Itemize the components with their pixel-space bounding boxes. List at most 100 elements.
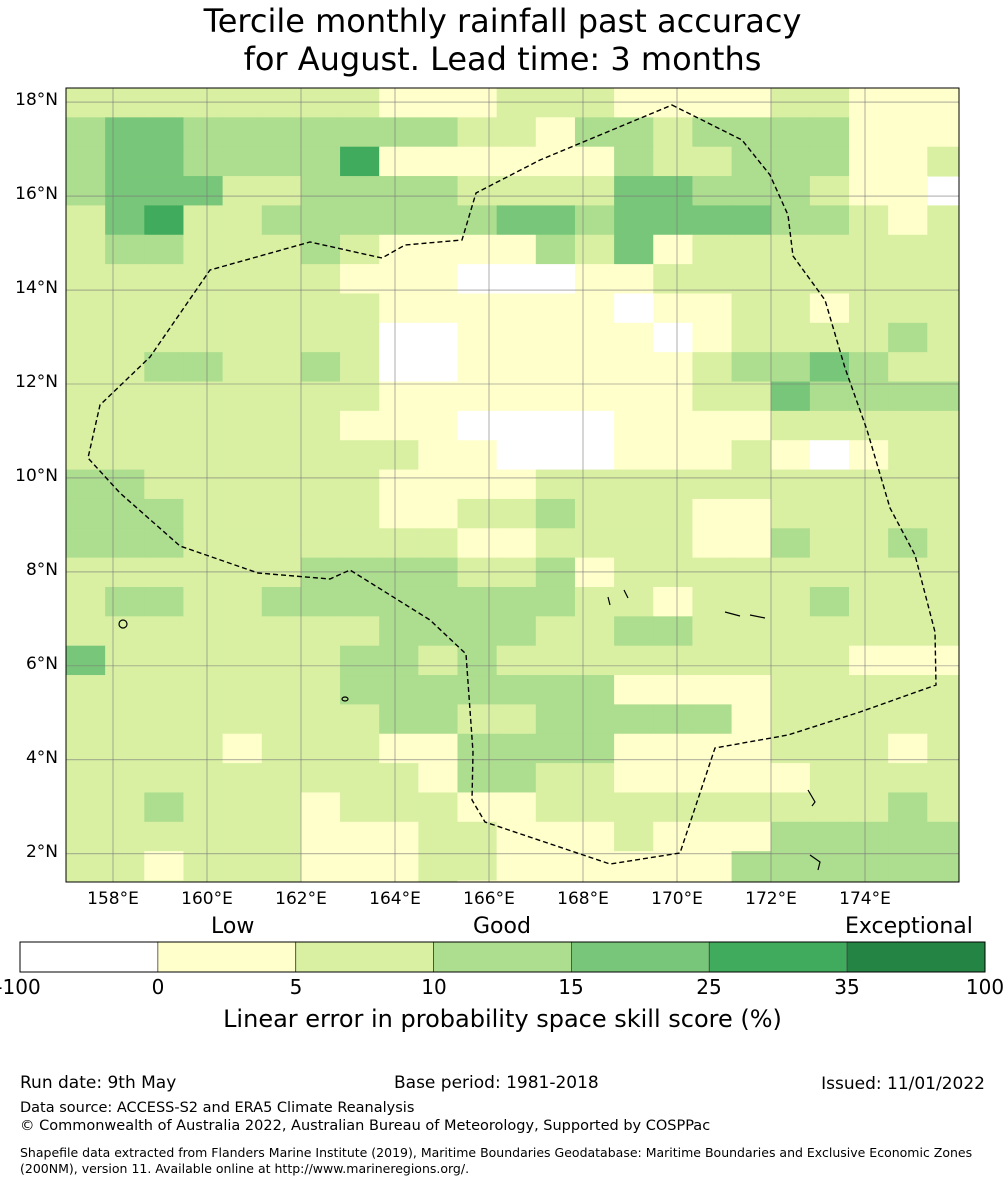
skill-cell <box>105 176 145 206</box>
colorbar-segment <box>157 941 297 973</box>
skill-cell <box>770 586 811 617</box>
skill-cell <box>614 146 654 177</box>
skill-cell <box>222 792 263 823</box>
skill-cell <box>261 851 302 882</box>
skill-cell <box>379 176 419 206</box>
skill-cell <box>770 528 811 559</box>
skill-cell <box>653 440 693 471</box>
skill-cell <box>457 557 498 588</box>
skill-cell <box>731 851 772 882</box>
skill-cell <box>222 234 263 265</box>
skill-cell <box>496 763 537 793</box>
skill-cell <box>300 851 341 882</box>
skill-cell <box>300 205 341 236</box>
skill-cell <box>888 851 928 882</box>
skill-cell <box>300 293 341 324</box>
skill-cell <box>888 352 928 383</box>
skill-cell <box>888 645 928 676</box>
skill-cell <box>809 851 850 882</box>
skill-cell <box>222 586 263 617</box>
skill-cell <box>809 498 850 529</box>
skill-cell <box>261 704 302 735</box>
skill-cell <box>340 792 380 823</box>
skill-cell <box>418 410 459 441</box>
skill-cell <box>692 176 733 206</box>
colorbar-segment <box>433 941 572 973</box>
skill-cell <box>496 205 537 236</box>
skill-cell <box>300 498 341 529</box>
colorbar-frame <box>19 941 986 973</box>
lat-label: 16°N <box>15 184 58 204</box>
skill-cell <box>731 645 772 676</box>
skill-cell <box>222 88 263 118</box>
skill-cell <box>222 117 263 148</box>
skill-cell <box>849 322 889 353</box>
skill-cell <box>300 352 341 383</box>
skill-cell <box>183 498 224 529</box>
skill-cell <box>692 440 733 471</box>
skill-cell <box>105 704 145 735</box>
lon-label: 170°E <box>651 889 703 909</box>
skill-cell <box>770 821 811 852</box>
skill-cell <box>770 469 811 500</box>
title-line-2: for August. Lead time: 3 months <box>243 40 762 78</box>
skill-cell <box>66 704 106 735</box>
skill-cell <box>927 352 960 383</box>
skill-cell <box>183 322 224 353</box>
skill-cell <box>379 528 419 559</box>
skill-cell <box>340 410 380 441</box>
skill-cell <box>379 704 419 735</box>
skill-cell <box>692 645 733 676</box>
skill-cell <box>535 733 576 764</box>
skill-cell <box>300 264 341 294</box>
skill-cell <box>418 704 459 735</box>
skill-cell <box>849 763 889 793</box>
skill-cell <box>144 205 184 236</box>
skill-cell <box>888 146 928 177</box>
skill-cell <box>66 586 106 617</box>
skill-cell <box>731 733 772 764</box>
skill-cell <box>183 733 224 764</box>
skill-cell <box>770 293 811 324</box>
skill-cell <box>457 146 498 177</box>
shapefile-credit: Shapefile data extracted from Flanders M… <box>20 1145 973 1176</box>
skill-cell <box>261 586 302 617</box>
skill-cell <box>927 763 960 793</box>
skill-cell <box>927 293 960 324</box>
skill-cell <box>300 117 341 148</box>
skill-cell <box>770 88 811 118</box>
skill-cell <box>574 733 615 764</box>
skill-cell <box>222 293 263 324</box>
skill-cell <box>574 205 615 236</box>
skill-cell <box>183 792 224 823</box>
skill-cell <box>496 616 537 647</box>
skill-cell <box>535 352 576 383</box>
skill-cell <box>888 498 928 529</box>
skill-cell <box>457 205 498 236</box>
lat-label: 14°N <box>15 278 58 298</box>
skill-cell <box>849 352 889 383</box>
skill-cell <box>144 293 184 324</box>
skill-cell <box>222 645 263 676</box>
skill-cell <box>731 704 772 735</box>
skill-cell <box>809 557 850 588</box>
skill-cell <box>653 176 693 206</box>
skill-cell <box>105 851 145 882</box>
skill-cell <box>379 498 419 529</box>
skill-cell <box>66 763 106 793</box>
skill-cell <box>105 322 145 353</box>
skill-cell <box>144 498 184 529</box>
skill-cell <box>144 469 184 500</box>
map-title: Tercile monthly rainfall past accuracy f… <box>0 2 1005 78</box>
skill-cell <box>379 645 419 676</box>
skill-cell <box>574 410 615 441</box>
skill-cell <box>418 821 459 852</box>
skill-cell <box>183 469 224 500</box>
skill-cell <box>144 352 184 383</box>
skill-cell <box>809 146 850 177</box>
skill-cell <box>692 293 733 324</box>
skill-cell <box>535 616 576 647</box>
skill-cell <box>300 586 341 617</box>
skill-cell <box>418 352 459 383</box>
category-low: Low <box>211 914 255 939</box>
